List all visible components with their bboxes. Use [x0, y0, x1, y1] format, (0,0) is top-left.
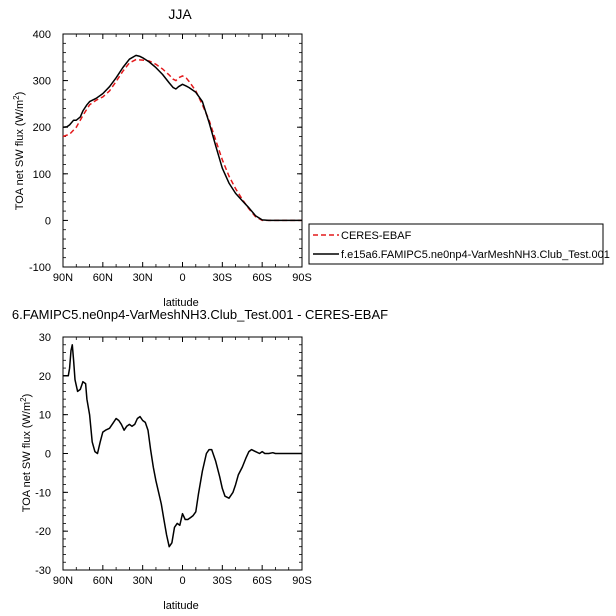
y-tick-label: 10: [39, 410, 51, 422]
plot-frame: [62, 33, 303, 268]
bottom-chart-plot-area: 90N 60N 30N 0 30S 60S 90S -30 -20 -10 0 10 20 30: [35, 332, 312, 587]
y-tick-label: -30: [35, 565, 51, 577]
x-tick-label: 90S: [292, 575, 312, 587]
x-tick-label: 0: [179, 272, 185, 284]
x-tick-label: 30N: [133, 272, 153, 284]
y-tick-label: -10: [35, 487, 51, 499]
y-tick-label: 0: [45, 215, 51, 227]
x-tick-label: 0: [179, 575, 185, 587]
top-chart-xlabel: latitude: [163, 297, 198, 309]
bottom-chart: 6.FAMIPC5.ne0np4-VarMeshNH3.Club_Test.00…: [12, 307, 388, 612]
series-line-0: [63, 344, 302, 548]
x-tick-label: 30N: [133, 575, 153, 587]
y-tick-label: 100: [33, 169, 51, 181]
y-tick-label: 300: [33, 76, 51, 88]
y-tick-label: 400: [33, 29, 51, 41]
bottom-chart-ylabel: TOA net SW flux (W/m2): [19, 394, 33, 513]
bottom-chart-xlabel: latitude: [163, 600, 198, 612]
series-line-1: [62, 54, 302, 222]
y-tick-label: -20: [35, 526, 51, 538]
y-tick-label: 20: [39, 371, 51, 383]
top-chart-legend: CERES-EBAF f.e15a6.FAMIPC5.ne0np4-VarMes…: [308, 223, 610, 265]
legend-label-model: f.e15a6.FAMIPC5.ne0np4-VarMeshNH3.Club_T…: [341, 249, 610, 261]
x-tick-label: 90N: [53, 272, 73, 284]
x-tick-label: 60N: [93, 272, 113, 284]
x-tick-label: 90N: [53, 575, 73, 587]
top-chart-ylabel: TOA net SW flux (W/m2): [12, 92, 26, 211]
y-tick-label: 0: [45, 449, 51, 461]
bottom-chart-title: 6.FAMIPC5.ne0np4-VarMeshNH3.Club_Test.00…: [12, 307, 388, 322]
x-tick-label: 60S: [252, 272, 272, 284]
top-chart: JJA 90N 60N 30N 0 30S 60S 90S -100 0 100 200 300 400…: [12, 6, 610, 309]
x-tick-label: 30S: [213, 575, 233, 587]
top-chart-plot-area: 90N 60N 30N 0 30S 60S 90S -100 0 100 200 300 400: [29, 29, 312, 284]
x-tick-label: 90S: [292, 272, 312, 284]
y-tick-label: 30: [39, 332, 51, 344]
top-chart-title: JJA: [168, 6, 192, 22]
x-tick-label: 60S: [252, 575, 272, 587]
x-tick-label: 30S: [213, 272, 233, 284]
legend-box: [308, 223, 604, 265]
legend-label-ceres: CERES-EBAF: [341, 230, 412, 242]
y-tick-label: -100: [29, 262, 51, 274]
x-tick-label: 60N: [93, 575, 113, 587]
y-tick-label: 200: [33, 122, 51, 134]
